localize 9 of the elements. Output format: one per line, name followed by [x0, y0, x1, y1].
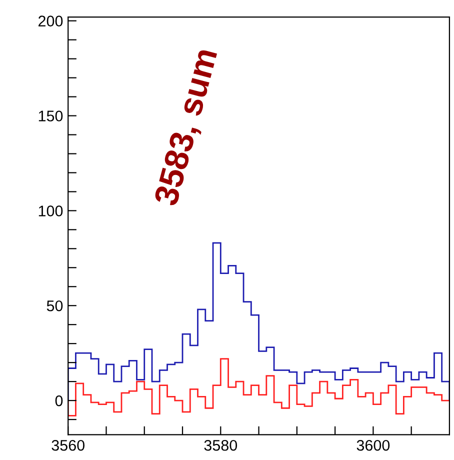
x-tick-label: 3600: [356, 440, 390, 451]
x-tick-label: 3580: [204, 440, 238, 451]
y-tick-label: 0: [55, 395, 63, 406]
annotation: 3583, sum: [154, 48, 222, 208]
x-tick-label: 3560: [52, 440, 84, 451]
y-tick-label: 100: [38, 206, 63, 216]
y-tick-label: 150: [38, 110, 63, 122]
y-tick-label: 50: [46, 300, 63, 312]
y-tick-label: 200: [38, 16, 63, 27]
